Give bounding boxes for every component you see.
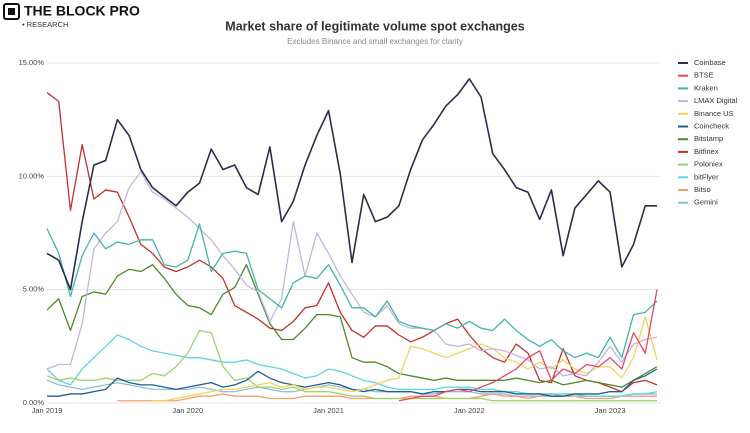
y-tick-label: 0.00% (23, 398, 45, 407)
y-tick-label: 10.00% (19, 171, 45, 180)
series-line (46, 223, 658, 359)
x-tick-label: Jan 2022 (454, 406, 485, 415)
y-tick-label: 15.00% (19, 58, 45, 67)
x-tick-label: Jan 2019 (32, 406, 63, 415)
series-line (46, 329, 657, 402)
chart-title: Market share of legitimate volume spot e… (225, 19, 524, 33)
legend-label: Coincheck (694, 121, 729, 130)
x-tick-label: Jan 2021 (313, 406, 344, 415)
legend-label: Poloniex (694, 160, 723, 169)
x-tick-label: Jan 2020 (172, 406, 203, 415)
legend-label: Bitstamp (694, 134, 723, 143)
legend-label: Bitfinex (694, 147, 719, 156)
legend-label: Gemini (694, 198, 718, 207)
logo-icon-inner (8, 8, 15, 15)
legend-label: Coinbase (694, 58, 726, 67)
legend-label: bitFlyer (694, 172, 719, 181)
series-line (47, 368, 658, 397)
series-line (46, 334, 658, 397)
legend-label: Bitso (694, 185, 711, 194)
series-line (46, 171, 658, 377)
series-line (46, 264, 658, 388)
legend-label: BTSE (694, 71, 714, 80)
series-line (46, 91, 658, 393)
series-line (46, 78, 657, 291)
legend-label: LMAX Digital (694, 96, 738, 105)
series-line (117, 393, 657, 402)
logo-icon (3, 3, 20, 20)
chart-subtitle: Excludes Binance and small exchanges for… (287, 37, 463, 46)
legend-label: Binance US (694, 109, 734, 118)
series-line (398, 289, 658, 402)
brand-tag: • RESEARCH (22, 20, 68, 29)
series-line (152, 316, 658, 402)
x-tick-label: Jan 2023 (595, 406, 626, 415)
legend-label: Kraken (694, 83, 718, 92)
y-tick-label: 5.00% (23, 285, 45, 294)
brand-name: THE BLOCK PRO (24, 3, 140, 19)
